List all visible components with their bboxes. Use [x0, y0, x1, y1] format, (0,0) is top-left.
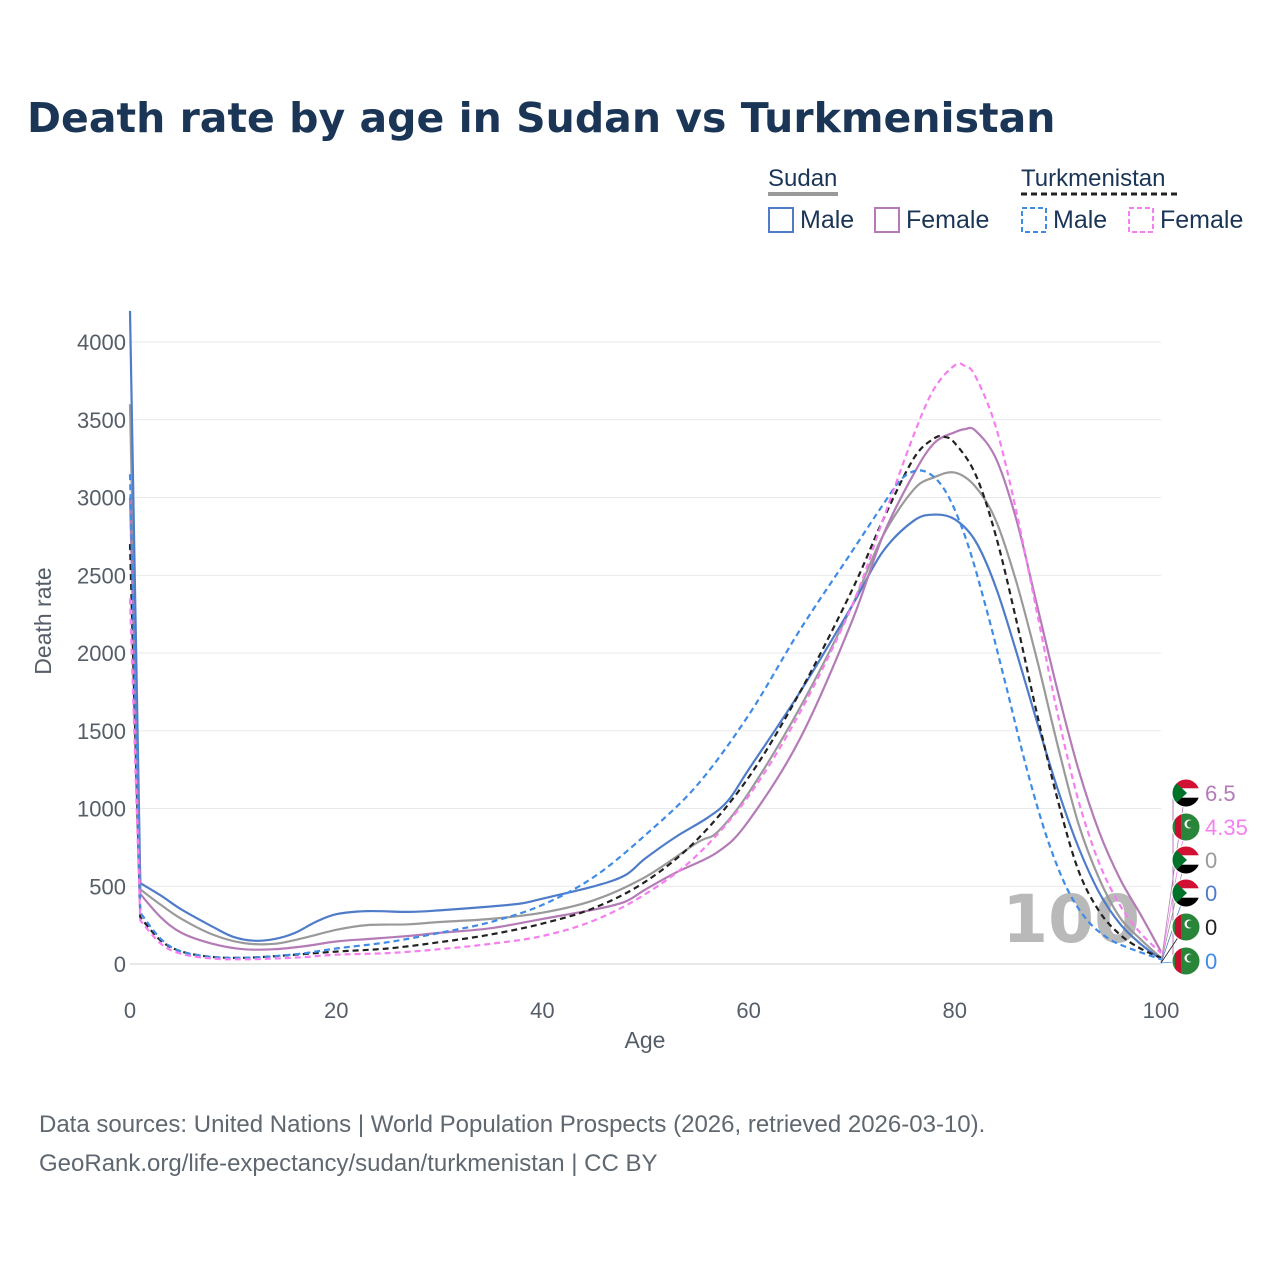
legend-group-sudan: Sudan: [768, 165, 837, 192]
sudan-flag-icon: [1171, 878, 1201, 908]
legend-sudan-female-swatch[interactable]: [874, 207, 900, 233]
legend-turkmenistan-male-swatch[interactable]: [1021, 207, 1047, 233]
y-tick-label: 1000: [77, 797, 126, 822]
y-axis-label: Death rate: [30, 567, 56, 674]
x-tick-label: 60: [736, 998, 760, 1023]
gridlines: [130, 341, 1161, 965]
y-tick-label: 3500: [77, 408, 126, 433]
legend-turkmenistan-female-label[interactable]: Female: [1160, 206, 1243, 234]
end-value-sudan-male: 0: [1205, 881, 1217, 906]
turkmenistan-flag-icon: [1171, 912, 1201, 942]
legend-turkmenistan-female-swatch[interactable]: [1128, 207, 1154, 233]
sudan-flag-icon: [1171, 845, 1201, 875]
legend-sudan-male-label[interactable]: Male: [800, 206, 854, 234]
legend-sudan-female-label[interactable]: Female: [906, 206, 989, 234]
y-tick-label: 0: [114, 952, 126, 977]
end-value-sudan-female: 6.5: [1205, 781, 1236, 806]
end-value-turkmenistan-male: 0: [1205, 949, 1217, 974]
y-tick-label: 3000: [77, 486, 126, 511]
end-markers: 6.5 4.35 0 0 0 0: [1160, 778, 1248, 976]
current-age-watermark: 100: [1002, 881, 1140, 958]
series-line-turkmenistan-male[interactable]: [128, 469, 1162, 961]
legend-sudan-male-swatch[interactable]: [768, 207, 794, 233]
y-tick-label: 2000: [77, 641, 126, 666]
y-tick-label: 4000: [77, 330, 126, 355]
legend-group-turkmenistan: Turkmenistan: [1021, 165, 1166, 192]
end-value-turkmenistan-female: 4.35: [1205, 815, 1248, 840]
series-line-sudan-total[interactable]: [128, 404, 1162, 959]
turkmenistan-flag-icon: [1171, 946, 1201, 976]
y-tick-label: 500: [89, 874, 126, 899]
y-axis-ticks: 0 500 1000 1500 2000 2500 3000 3500 4000: [77, 330, 126, 977]
legend-turkmenistan-male-label[interactable]: Male: [1053, 206, 1107, 234]
series-lines: [128, 310, 1162, 961]
footer-url[interactable]: GeoRank.org/life-expectancy/sudan/turkme…: [39, 1150, 658, 1177]
sudan-flag-icon: [1171, 778, 1201, 808]
x-tick-label: 100: [1143, 998, 1180, 1023]
end-value-sudan-total: 0: [1205, 848, 1217, 873]
x-tick-label: 80: [943, 998, 967, 1023]
x-axis-label: Age: [625, 1027, 666, 1053]
series-line-turkmenistan-total[interactable]: [128, 434, 1162, 959]
end-connector-sudan-total: [1160, 859, 1186, 964]
x-axis-ticks: 0 20 40 60 80 100: [124, 998, 1179, 1023]
legend: Sudan Male Female Turkmenistan Male Fema…: [768, 165, 1243, 234]
y-tick-label: 1500: [77, 719, 126, 744]
series-line-sudan-male[interactable]: [128, 310, 1162, 961]
series-line-turkmenistan-female[interactable]: [128, 362, 1162, 961]
end-value-turkmenistan-total: 0: [1205, 915, 1217, 940]
footer-sources: Data sources: United Nations | World Pop…: [39, 1111, 985, 1138]
turkmenistan-flag-icon: [1171, 812, 1201, 842]
x-tick-label: 40: [530, 998, 554, 1023]
chart-title: Death rate by age in Sudan vs Turkmenist…: [27, 94, 1055, 142]
y-tick-label: 2500: [77, 563, 126, 588]
x-tick-label: 20: [324, 998, 348, 1023]
x-tick-label: 0: [124, 998, 136, 1023]
series-line-sudan-female[interactable]: [128, 426, 1162, 953]
